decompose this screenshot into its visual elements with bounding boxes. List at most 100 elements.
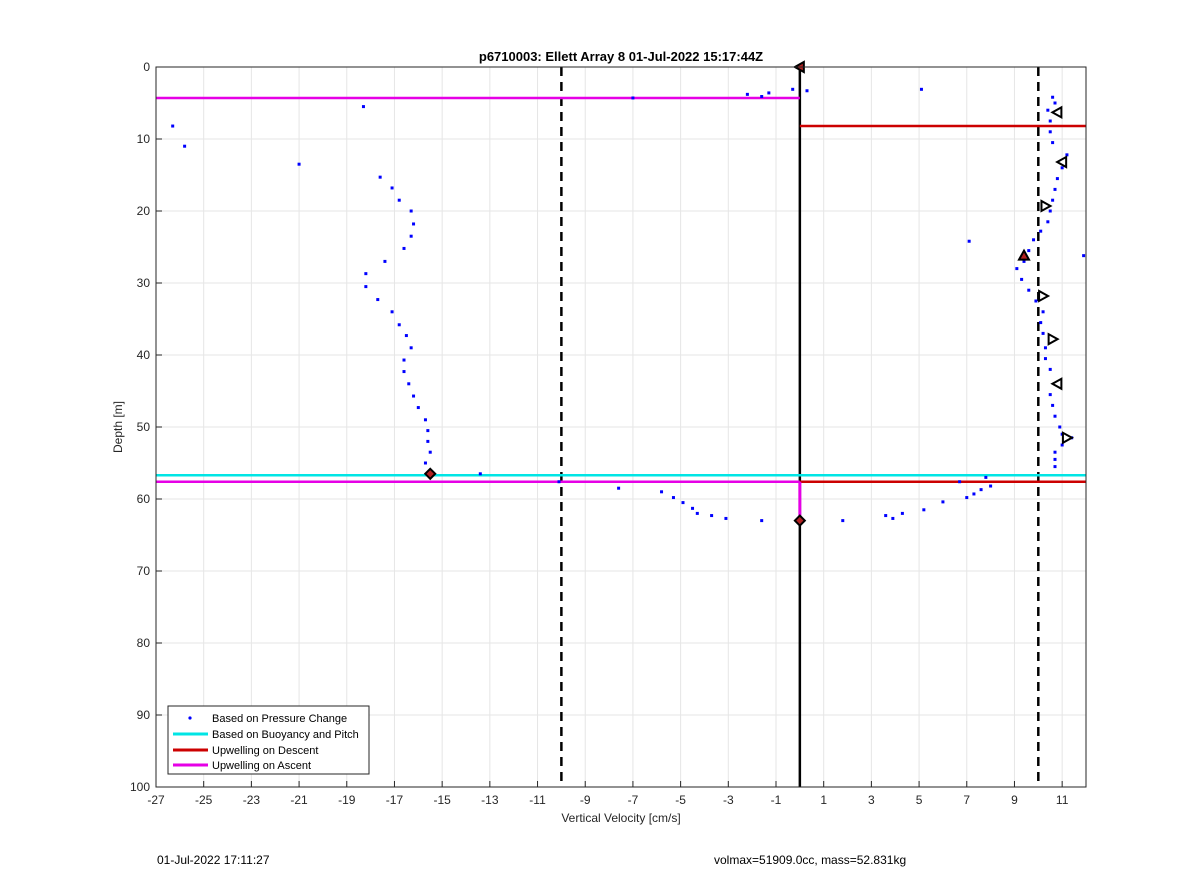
data-point <box>478 472 482 476</box>
data-point <box>402 358 406 362</box>
pressure-change-points <box>171 87 1086 523</box>
data-point <box>1015 267 1019 271</box>
y-tick-label: 30 <box>137 276 151 290</box>
data-point <box>297 162 301 166</box>
data-point <box>922 508 926 512</box>
data-point <box>361 105 365 109</box>
data-point <box>416 406 420 410</box>
profile-markers <box>423 60 1074 528</box>
data-point <box>1082 254 1086 258</box>
data-point <box>617 486 621 490</box>
x-tick-label: -5 <box>675 793 686 807</box>
legend-label-pressure: Based on Pressure Change <box>212 713 347 725</box>
data-point <box>412 222 416 226</box>
x-axis-label: Vertical Velocity [cm/s] <box>561 811 680 825</box>
data-point <box>409 346 413 350</box>
x-tick-label: -1 <box>771 793 782 807</box>
data-point <box>660 490 664 494</box>
x-tick-label: -23 <box>243 793 261 807</box>
data-point <box>671 496 675 500</box>
data-point <box>426 439 430 443</box>
y-tick-label: 60 <box>137 492 151 506</box>
x-tick-label: -15 <box>433 793 451 807</box>
data-point <box>183 144 187 148</box>
data-point <box>407 382 411 386</box>
data-point <box>1043 357 1047 361</box>
profile-marker <box>1061 431 1074 445</box>
legend: Based on Pressure Change Based on Buoyan… <box>167 705 370 775</box>
data-point <box>805 89 809 93</box>
data-point <box>1051 403 1055 407</box>
y-axis-ticks: 0 10 20 30 40 50 60 70 80 90 100 <box>130 60 162 794</box>
x-tick-label: 3 <box>868 793 875 807</box>
data-point <box>1051 95 1055 99</box>
data-point <box>1020 277 1024 281</box>
data-point <box>1032 238 1036 242</box>
legend-label-ascent: Upwelling on Ascent <box>212 760 311 772</box>
x-tick-label: -25 <box>195 793 213 807</box>
data-point <box>1060 443 1064 447</box>
data-point <box>423 418 427 422</box>
data-point <box>965 496 969 500</box>
data-point <box>404 334 408 338</box>
data-point <box>984 475 988 479</box>
x-tick-label: -19 <box>338 793 356 807</box>
y-tick-label: 100 <box>130 780 150 794</box>
data-point <box>1053 457 1057 461</box>
data-point <box>1046 220 1050 224</box>
data-point <box>376 298 380 302</box>
data-point <box>409 209 413 213</box>
x-tick-label: 7 <box>963 793 970 807</box>
data-point <box>378 175 382 179</box>
reference-lines <box>560 67 1040 787</box>
data-point <box>364 272 368 276</box>
x-tick-label: 5 <box>916 793 923 807</box>
x-tick-label: -27 <box>147 793 165 807</box>
data-point <box>695 511 699 515</box>
data-point <box>884 514 888 518</box>
data-point <box>1039 229 1043 233</box>
legend-label-descent: Upwelling on Descent <box>212 745 318 757</box>
data-point <box>397 198 401 202</box>
y-tick-label: 90 <box>137 708 151 722</box>
data-point <box>1048 367 1052 371</box>
data-point <box>1060 166 1064 170</box>
y-tick-label: 50 <box>137 420 151 434</box>
x-tick-label: -3 <box>723 793 734 807</box>
data-point <box>972 492 976 496</box>
profile-marker <box>1050 377 1063 391</box>
data-point <box>724 516 728 520</box>
data-point <box>989 484 993 488</box>
profile-marker <box>1047 332 1060 346</box>
footer-volume-mass: volmax=51909.0cc, mass=52.831kg <box>714 853 907 867</box>
data-point <box>841 519 845 523</box>
x-tick-label: -17 <box>386 793 404 807</box>
data-point <box>1046 108 1050 112</box>
data-point <box>383 259 387 263</box>
legend-label-buoyancy: Based on Buoyancy and Pitch <box>212 729 359 741</box>
data-point <box>691 506 695 510</box>
x-tick-label: -7 <box>628 793 639 807</box>
data-point <box>1051 141 1055 145</box>
data-point <box>1027 249 1031 253</box>
data-point <box>791 87 795 91</box>
data-point <box>1048 119 1052 123</box>
profile-marker <box>1050 105 1063 120</box>
profile-marker <box>793 514 807 528</box>
x-tick-label: 11 <box>1056 793 1069 807</box>
data-point <box>760 519 764 523</box>
data-point <box>745 92 749 96</box>
data-point <box>1027 288 1031 292</box>
data-point <box>1065 153 1069 157</box>
data-point <box>1048 393 1052 397</box>
data-point <box>760 95 764 99</box>
data-point <box>1053 465 1057 469</box>
x-tick-label: 9 <box>1011 793 1018 807</box>
data-point <box>426 429 430 433</box>
data-point <box>1043 346 1047 350</box>
data-point <box>1053 101 1057 105</box>
y-axis-label: Depth [m] <box>111 401 125 453</box>
data-point <box>1039 321 1043 325</box>
data-point <box>171 124 175 128</box>
data-point <box>1058 425 1062 429</box>
